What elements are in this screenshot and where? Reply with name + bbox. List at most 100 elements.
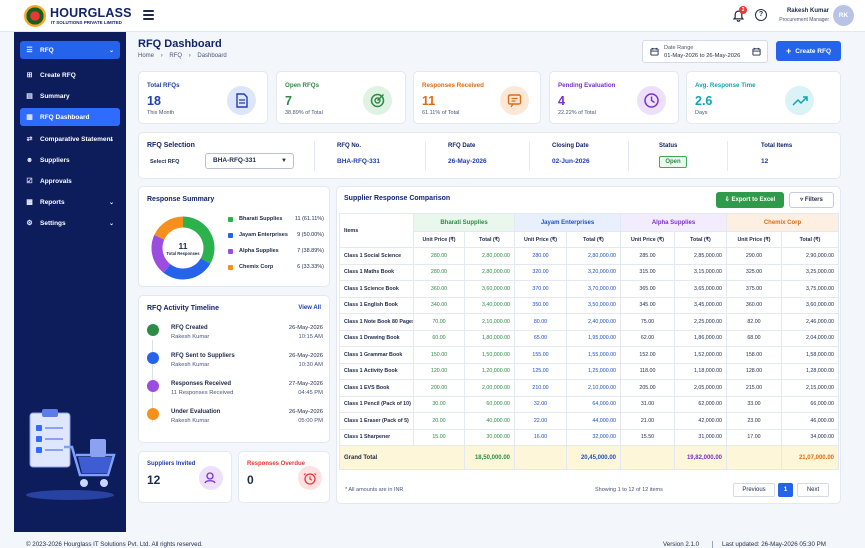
compare-icon: ⇄ (26, 135, 33, 143)
total-cell: 1,52,000.00 (674, 346, 727, 364)
total-cell: 1,28,000.00 (781, 362, 839, 380)
previous-page-button[interactable]: Previous (733, 483, 775, 497)
unit-price-cell: 31.00 (620, 395, 675, 413)
total-cell: 2,05,000.00 (674, 379, 727, 397)
user-name: Rakesh Kumar (786, 8, 829, 14)
total-cell: 3,50,000.00 (566, 296, 621, 314)
total-cell: 64,000.00 (566, 395, 621, 413)
plus-icon: + (785, 46, 792, 56)
total-header: Total (₹) (566, 231, 621, 248)
gear-icon: ⚙ (26, 219, 33, 227)
table-row: Class 1 Note Book 80 Pages 70.00 2,10,000.… (339, 313, 839, 331)
sidebar-item-approvals[interactable]: ☑ Approvals (20, 172, 120, 190)
filters-button[interactable]: ▿ Filters (789, 192, 834, 208)
total-cell: 2,80,000.00 (464, 263, 515, 281)
breadcrumb: Home › RFQ › Dashboard (138, 53, 227, 59)
menu-icon[interactable] (143, 10, 154, 20)
sidebar-item-settings[interactable]: ⚙ Settings ⌄ (20, 214, 120, 232)
timeline-item-sub: Rakesh Kumar (171, 418, 210, 424)
help-icon[interactable]: ? (755, 9, 767, 21)
breadcrumb-dashboard: Dashboard (197, 53, 227, 59)
sidebar-item-rfq-dashboard[interactable]: ▦ RFQ Dashboard (20, 108, 120, 126)
divider (712, 541, 713, 548)
total-cell: 2,80,000.00 (566, 247, 621, 265)
item-name: Class 1 Pencil (Pack of 10) (339, 395, 414, 413)
sidebar-item-reports[interactable]: ▩ Reports ⌄ (20, 193, 120, 211)
divider (529, 141, 530, 171)
create-rfq-button[interactable]: + Create RFQ (776, 41, 841, 61)
sidebar-item-suppliers[interactable]: ☻ Suppliers (20, 151, 120, 169)
page-1-button[interactable]: 1 (778, 483, 793, 497)
stat-value: 11 (422, 94, 436, 108)
sidebar-item-label: Suppliers (40, 156, 70, 164)
divider (628, 141, 629, 171)
closing-date-value: 02-Jun-2026 (552, 158, 590, 165)
table-row: Class 1 Sharpener 15.00 30,000.00 16.00 32,0… (339, 428, 839, 446)
user-role: Procurement Manager (779, 17, 829, 23)
unit-price-cell: 68.00 (726, 329, 782, 347)
report-icon: ▩ (26, 198, 33, 206)
sidebar-item-label: Summary (40, 92, 70, 100)
clock-icon (637, 86, 666, 115)
total-cell: 3,40,000.00 (464, 296, 515, 314)
total-cell: 62,000.00 (674, 395, 727, 413)
donut-center-value: 11 (178, 241, 188, 251)
status-label: Status (659, 143, 678, 149)
date-range-picker[interactable]: Date Range 01-May-2026 to 26-May-2026 (642, 40, 768, 63)
download-icon: ⇩ (724, 197, 732, 203)
item-name: Class 1 Activity Book (339, 362, 414, 380)
timeline-item-date: 26-May-2026 (288, 409, 323, 415)
avatar[interactable]: RK (833, 5, 854, 26)
table-row: Class 1 Drawing Book 60.00 1,80,000.00 65.0… (339, 329, 839, 347)
brand-name: HOURGLASS (50, 6, 132, 20)
total-cell: 42,000.00 (674, 412, 727, 430)
table-row: Class 1 Grammar Book 150.00 1,50,000.00 155… (339, 346, 839, 364)
breadcrumb-home[interactable]: Home (138, 53, 155, 59)
stat-value: 4 (558, 94, 565, 108)
unit-price-cell: 280.00 (514, 247, 567, 265)
export-excel-button[interactable]: ⇩ Export to Excel (716, 192, 784, 208)
sidebar-item-create-rfq[interactable]: ⊞ Create RFQ (20, 66, 120, 84)
supplier-header: Alpha Supplies (620, 213, 727, 232)
sidebar-item-rfq[interactable]: ☰ RFQ ⌄ (20, 41, 120, 59)
unit-price-cell: 60.00 (413, 329, 465, 347)
total-items-label: Total Items (761, 143, 793, 149)
stat-value: 18 (147, 94, 161, 108)
rfq-select[interactable]: BHA-RFQ-331 ▼ (205, 153, 294, 169)
rfq-selection-title: RFQ Selection (147, 142, 195, 149)
legend-name: Chemix Corp (239, 264, 274, 270)
legend-count: 6 (33.33%) (297, 264, 324, 270)
timeline-item-sub: 11 Responses Received (171, 390, 234, 396)
users-icon: ☻ (25, 156, 34, 164)
legend-swatch (228, 217, 233, 222)
donut-slice-chemix-corp (154, 216, 184, 240)
sidebar-item-comparative-statement[interactable]: ⇄ Comparative Statement ⌄ (20, 130, 120, 148)
unit-price-header: Unit Price (₹) (726, 231, 782, 248)
view-all-link[interactable]: View All (298, 305, 321, 311)
unit-price-cell: 30.00 (413, 395, 465, 413)
notification-badge: 3 (739, 6, 747, 14)
chevron-down-icon: ⌄ (108, 136, 114, 143)
table-row: Class 1 Eraser (Pack of 5) 20.00 40,000.00… (339, 412, 839, 430)
table-row: Class 1 Activity Book 120.00 1,20,000.00 12… (339, 362, 839, 380)
breadcrumb-rfq[interactable]: RFQ (169, 53, 183, 59)
document-icon: ▤ (26, 92, 33, 100)
unit-price-cell: 125.00 (514, 362, 567, 380)
sidebar-item-summary[interactable]: ▤ Summary (20, 87, 120, 105)
unit-price-cell: 33.00 (726, 395, 782, 413)
legend-count: 9 (50.00%) (297, 232, 324, 238)
filters-label: Filters (804, 197, 823, 203)
send-icon (147, 352, 159, 364)
unit-price-cell: 75.00 (620, 313, 675, 331)
timeline-item-time: 04:45 PM (298, 390, 323, 396)
next-page-button[interactable]: Next (797, 483, 829, 497)
unit-price-cell: 21.00 (620, 412, 675, 430)
total-cell: 3,65,000.00 (674, 280, 727, 298)
unit-price-header: Unit Price (₹) (413, 231, 465, 248)
total-cell: 3,20,000.00 (566, 263, 621, 281)
supplier-header: Jayam Enterprises (514, 213, 621, 232)
total-cell: 3,25,000.00 (781, 263, 839, 281)
unit-price-cell: 16.00 (514, 428, 567, 446)
stat-sub: Days (695, 110, 708, 116)
total-cell: 3,60,000.00 (464, 280, 515, 298)
